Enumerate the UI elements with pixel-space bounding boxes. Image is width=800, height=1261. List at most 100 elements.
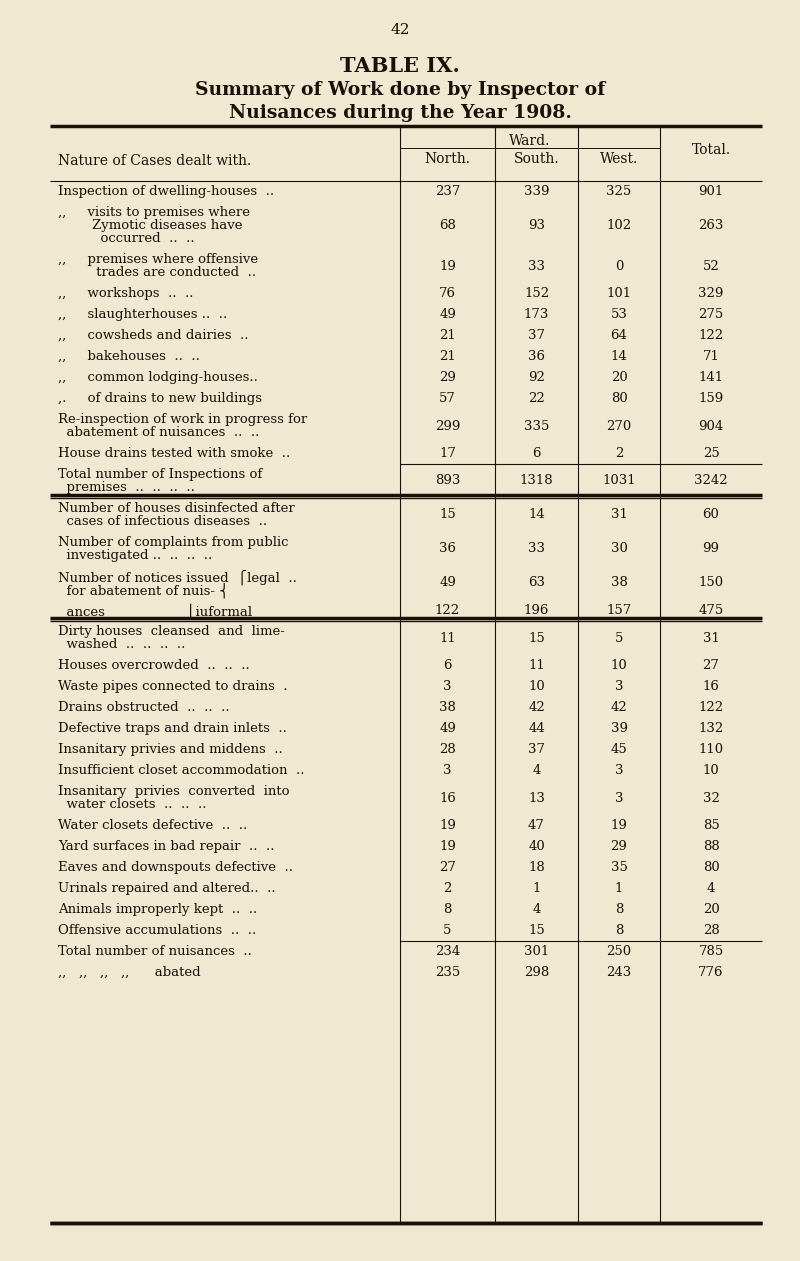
- Text: 37: 37: [528, 329, 545, 342]
- Text: North.: North.: [425, 153, 470, 166]
- Text: ,,     premises where offensive: ,, premises where offensive: [58, 253, 258, 266]
- Text: 42: 42: [528, 701, 545, 714]
- Text: 10: 10: [528, 680, 545, 694]
- Text: 263: 263: [698, 219, 724, 232]
- Text: 3: 3: [614, 792, 623, 805]
- Text: 42: 42: [390, 23, 410, 37]
- Text: 11: 11: [528, 660, 545, 672]
- Text: 159: 159: [698, 392, 724, 405]
- Text: Total.: Total.: [691, 142, 730, 158]
- Text: 1318: 1318: [520, 474, 554, 488]
- Text: 132: 132: [698, 723, 724, 735]
- Text: Insanitary privies and middens  ..: Insanitary privies and middens ..: [58, 743, 282, 757]
- Text: 25: 25: [702, 446, 719, 460]
- Text: water closets  ..  ..  ..: water closets .. .. ..: [58, 798, 206, 811]
- Text: 92: 92: [528, 371, 545, 385]
- Text: Summary of Work done by Inspector of: Summary of Work done by Inspector of: [195, 81, 605, 100]
- Text: 20: 20: [702, 903, 719, 915]
- Text: ,,     bakehouses  ..  ..: ,, bakehouses .. ..: [58, 351, 200, 363]
- Text: Total number of Inspections of: Total number of Inspections of: [58, 468, 262, 480]
- Text: 339: 339: [524, 185, 550, 198]
- Text: Insufficient closet accommodation  ..: Insufficient closet accommodation ..: [58, 764, 305, 777]
- Text: Re-inspection of work in progress for: Re-inspection of work in progress for: [58, 414, 307, 426]
- Text: 893: 893: [435, 474, 460, 488]
- Text: 20: 20: [610, 371, 627, 385]
- Text: abatement of nuisances  ..  ..: abatement of nuisances .. ..: [58, 426, 259, 439]
- Text: Eaves and downspouts defective  ..: Eaves and downspouts defective ..: [58, 861, 293, 874]
- Text: Total number of nuisances  ..: Total number of nuisances ..: [58, 944, 252, 958]
- Text: 37: 37: [528, 743, 545, 757]
- Text: 14: 14: [528, 508, 545, 522]
- Text: Defective traps and drain inlets  ..: Defective traps and drain inlets ..: [58, 723, 287, 735]
- Text: 15: 15: [439, 508, 456, 522]
- Text: 85: 85: [702, 818, 719, 832]
- Text: 16: 16: [702, 680, 719, 694]
- Text: 6: 6: [532, 446, 541, 460]
- Text: occurred  ..  ..: occurred .. ..: [58, 232, 194, 245]
- Text: 8: 8: [615, 903, 623, 915]
- Text: 1: 1: [615, 881, 623, 895]
- Text: Number of notices issued  ⎧legal  ..: Number of notices issued ⎧legal ..: [58, 570, 297, 585]
- Text: 49: 49: [439, 723, 456, 735]
- Text: Water closets defective  ..  ..: Water closets defective .. ..: [58, 818, 247, 832]
- Text: 14: 14: [610, 351, 627, 363]
- Text: ,,     common lodging-houses..: ,, common lodging-houses..: [58, 371, 258, 385]
- Text: 31: 31: [702, 632, 719, 644]
- Text: 11: 11: [439, 632, 456, 644]
- Text: 301: 301: [524, 944, 549, 958]
- Text: 237: 237: [435, 185, 460, 198]
- Text: 4: 4: [532, 903, 541, 915]
- Text: 3: 3: [443, 764, 452, 777]
- Text: 10: 10: [610, 660, 627, 672]
- Text: 35: 35: [610, 861, 627, 874]
- Text: 270: 270: [606, 420, 632, 433]
- Text: Nature of Cases dealt with.: Nature of Cases dealt with.: [58, 154, 251, 168]
- Text: 122: 122: [698, 329, 723, 342]
- Text: 33: 33: [528, 542, 545, 556]
- Text: South.: South.: [514, 153, 559, 166]
- Text: 141: 141: [698, 371, 723, 385]
- Text: 76: 76: [439, 288, 456, 300]
- Text: Number of complaints from public: Number of complaints from public: [58, 536, 289, 549]
- Text: 122: 122: [435, 604, 460, 617]
- Text: Drains obstructed  ..  ..  ..: Drains obstructed .. .. ..: [58, 701, 230, 714]
- Text: 329: 329: [698, 288, 724, 300]
- Text: ,.     of drains to new buildings: ,. of drains to new buildings: [58, 392, 262, 405]
- Text: 19: 19: [439, 840, 456, 852]
- Text: 40: 40: [528, 840, 545, 852]
- Text: 31: 31: [610, 508, 627, 522]
- Text: 298: 298: [524, 966, 549, 979]
- Text: 150: 150: [698, 576, 723, 589]
- Text: 4: 4: [707, 881, 715, 895]
- Text: premises  ..  ..  ..  ..: premises .. .. .. ..: [58, 480, 195, 494]
- Text: 901: 901: [698, 185, 724, 198]
- Text: trades are conducted  ..: trades are conducted ..: [58, 266, 256, 279]
- Text: 29: 29: [610, 840, 627, 852]
- Text: 110: 110: [698, 743, 723, 757]
- Text: 5: 5: [443, 924, 452, 937]
- Text: 57: 57: [439, 392, 456, 405]
- Text: Animals improperly kept  ..  ..: Animals improperly kept .. ..: [58, 903, 258, 915]
- Text: 152: 152: [524, 288, 549, 300]
- Text: 275: 275: [698, 308, 724, 322]
- Text: Houses overcrowded  ..  ..  ..: Houses overcrowded .. .. ..: [58, 660, 250, 672]
- Text: 2: 2: [615, 446, 623, 460]
- Text: 19: 19: [439, 818, 456, 832]
- Text: 785: 785: [698, 944, 724, 958]
- Text: 6: 6: [443, 660, 452, 672]
- Text: 80: 80: [702, 861, 719, 874]
- Text: ,,     workshops  ..  ..: ,, workshops .. ..: [58, 288, 194, 300]
- Text: 8: 8: [615, 924, 623, 937]
- Text: 16: 16: [439, 792, 456, 805]
- Text: 196: 196: [524, 604, 549, 617]
- Text: Dirty houses  cleansed  and  lime-: Dirty houses cleansed and lime-: [58, 625, 285, 638]
- Text: Insanitary  privies  converted  into: Insanitary privies converted into: [58, 786, 290, 798]
- Text: 2: 2: [443, 881, 452, 895]
- Text: 101: 101: [606, 288, 631, 300]
- Text: 27: 27: [439, 861, 456, 874]
- Text: 299: 299: [435, 420, 460, 433]
- Text: investigated ..  ..  ..  ..: investigated .. .. .. ..: [58, 549, 212, 562]
- Text: 49: 49: [439, 308, 456, 322]
- Text: House drains tested with smoke  ..: House drains tested with smoke ..: [58, 446, 290, 460]
- Text: ,,     slaughterhouses ..  ..: ,, slaughterhouses .. ..: [58, 308, 227, 322]
